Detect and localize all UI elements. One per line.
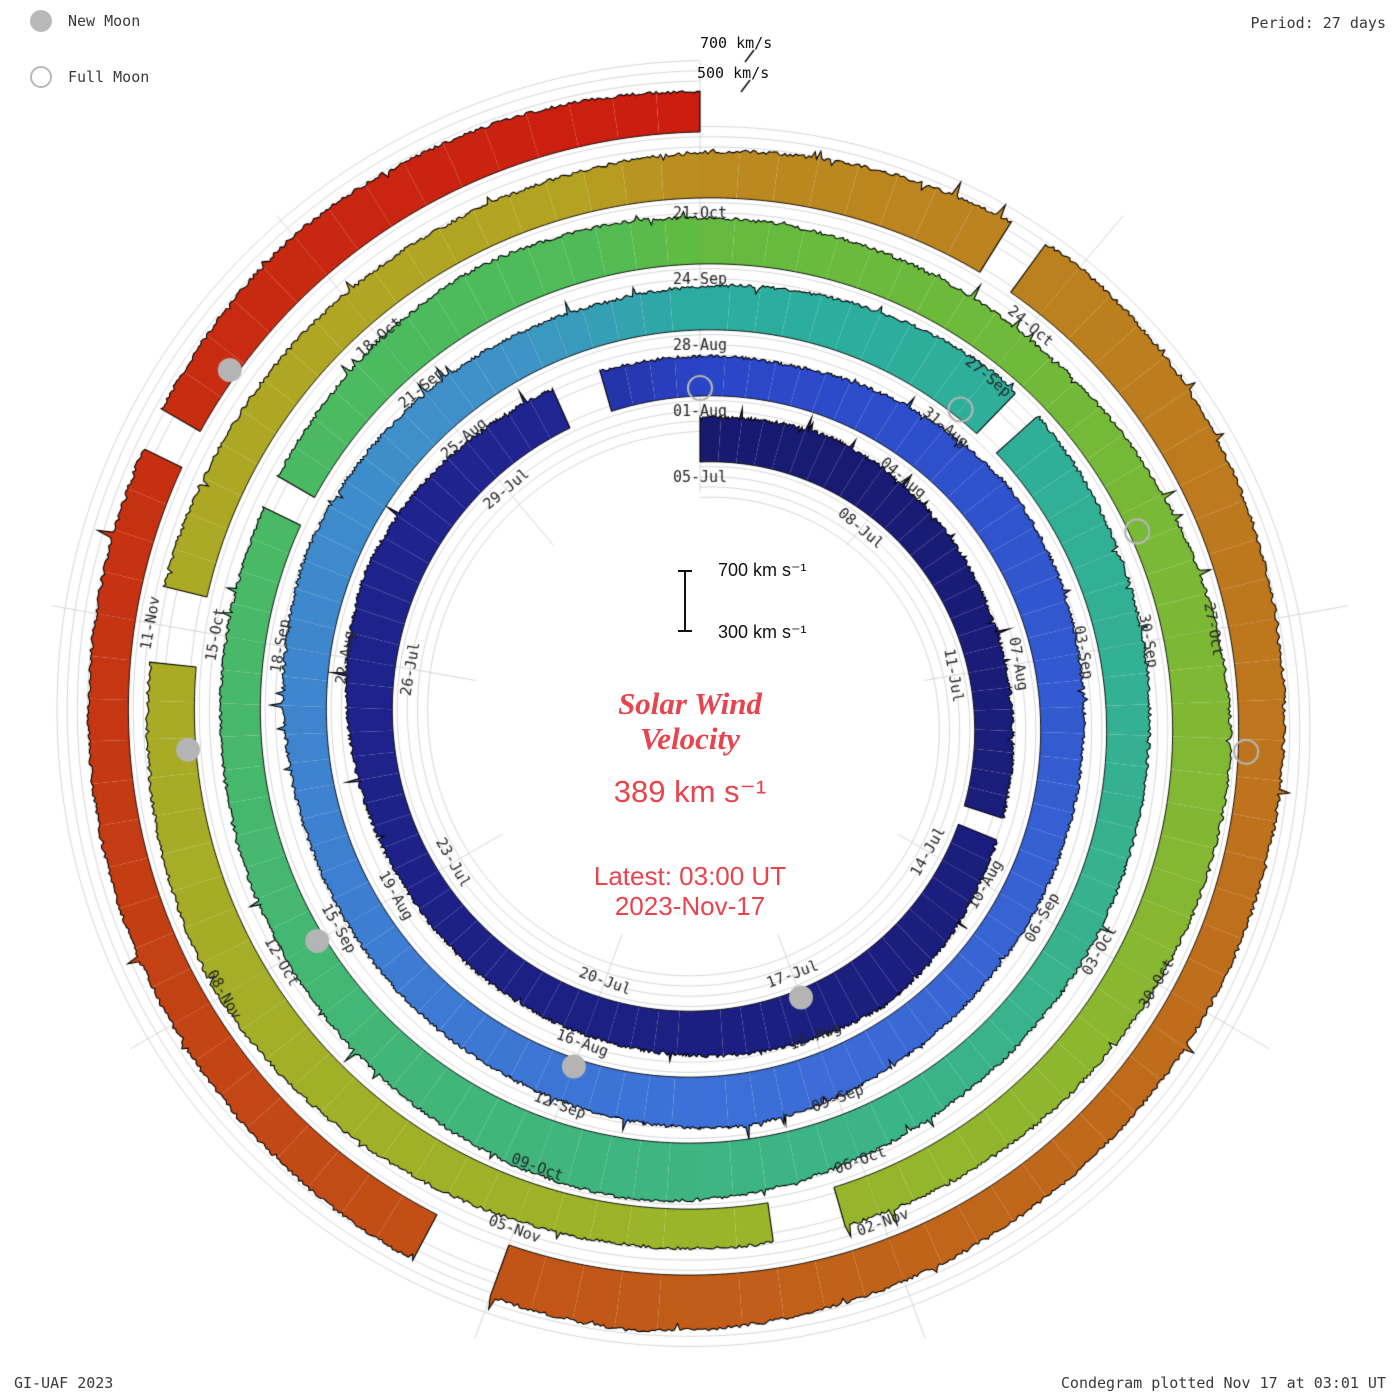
condegram-canvas (0, 0, 1400, 1400)
condegram-page: { "legend": { "new_moon": "New Moon", "f… (0, 0, 1400, 1400)
